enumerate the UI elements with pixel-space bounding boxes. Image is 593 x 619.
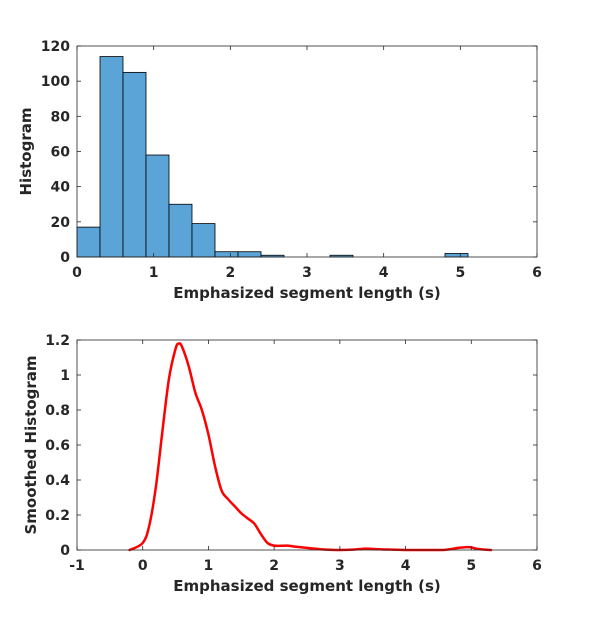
histogram-bar	[168, 203, 193, 258]
histogram-x-tick-label: 1	[149, 265, 159, 281]
smoothed-y-tick-label: 1.2	[45, 333, 70, 349]
smoothed-histogram-plot: -1 0 1 2 3 4 5 600.20.40.60.811.2 Emphasized se…	[22, 333, 542, 595]
histogram-x-tick-label: 3	[302, 265, 312, 281]
histogram-x-tick-label: 5	[455, 265, 465, 281]
histogram-bar	[99, 56, 124, 258]
smoothed-y-tick-label: 0.4	[45, 473, 70, 489]
smoothed-x-tick-label: 4	[401, 558, 411, 574]
histogram-y-tick-label: 0	[60, 250, 70, 266]
histogram-y-axis-label: Histogram	[17, 108, 35, 196]
histogram-bar	[191, 223, 216, 258]
smoothed-y-tick-label: 0.8	[45, 403, 70, 419]
histogram-x-tick-label: 4	[379, 265, 389, 281]
histogram-bar	[444, 253, 469, 258]
histogram-y-tick-label: 100	[41, 74, 70, 90]
smoothed-x-tick-label: 2	[269, 558, 279, 574]
histogram-bar	[145, 154, 170, 258]
histogram-bar	[237, 251, 262, 258]
histogram-x-tick-label: 2	[225, 265, 235, 281]
histogram-y-tick-label: 60	[51, 145, 71, 161]
smoothed-x-tick-label: 6	[532, 558, 542, 574]
smoothed-x-tick-label: 3	[335, 558, 345, 574]
histogram-bar	[122, 71, 147, 258]
smoothed-y-tick-label: 0.6	[45, 438, 70, 454]
histogram-y-tick-label: 120	[41, 39, 70, 55]
smoothed-x-tick-label: 0	[138, 558, 148, 574]
smoothed-y-tick-label: 0.2	[45, 508, 70, 524]
histogram-x-tick-label: 6	[532, 265, 542, 281]
histogram-y-tick-label: 40	[51, 180, 71, 196]
smoothed-ticks: -1 0 1 2 3 4 5 600.20.40.60.811.2	[45, 333, 542, 574]
smoothed-x-tick-label: 5	[466, 558, 476, 574]
smoothed-y-axis-label: Smoothed Histogram	[22, 355, 40, 534]
smoothed-x-axis-label: Emphasized segment length (s)	[173, 577, 441, 595]
histogram-bar	[76, 226, 101, 258]
histogram-y-tick-label: 20	[51, 215, 71, 231]
smoothed-y-tick-label: 1	[60, 368, 70, 384]
histogram-x-tick-label: 0	[72, 265, 82, 281]
smoothed-x-tick-label: 1	[204, 558, 214, 574]
smoothed-x-tick-label: -1	[69, 558, 85, 574]
smoothed-y-tick-label: 0	[60, 543, 70, 559]
histogram-bar	[214, 251, 239, 258]
histogram-y-tick-label: 80	[51, 109, 71, 125]
histogram-x-axis-label: Emphasized segment length (s)	[173, 284, 441, 302]
